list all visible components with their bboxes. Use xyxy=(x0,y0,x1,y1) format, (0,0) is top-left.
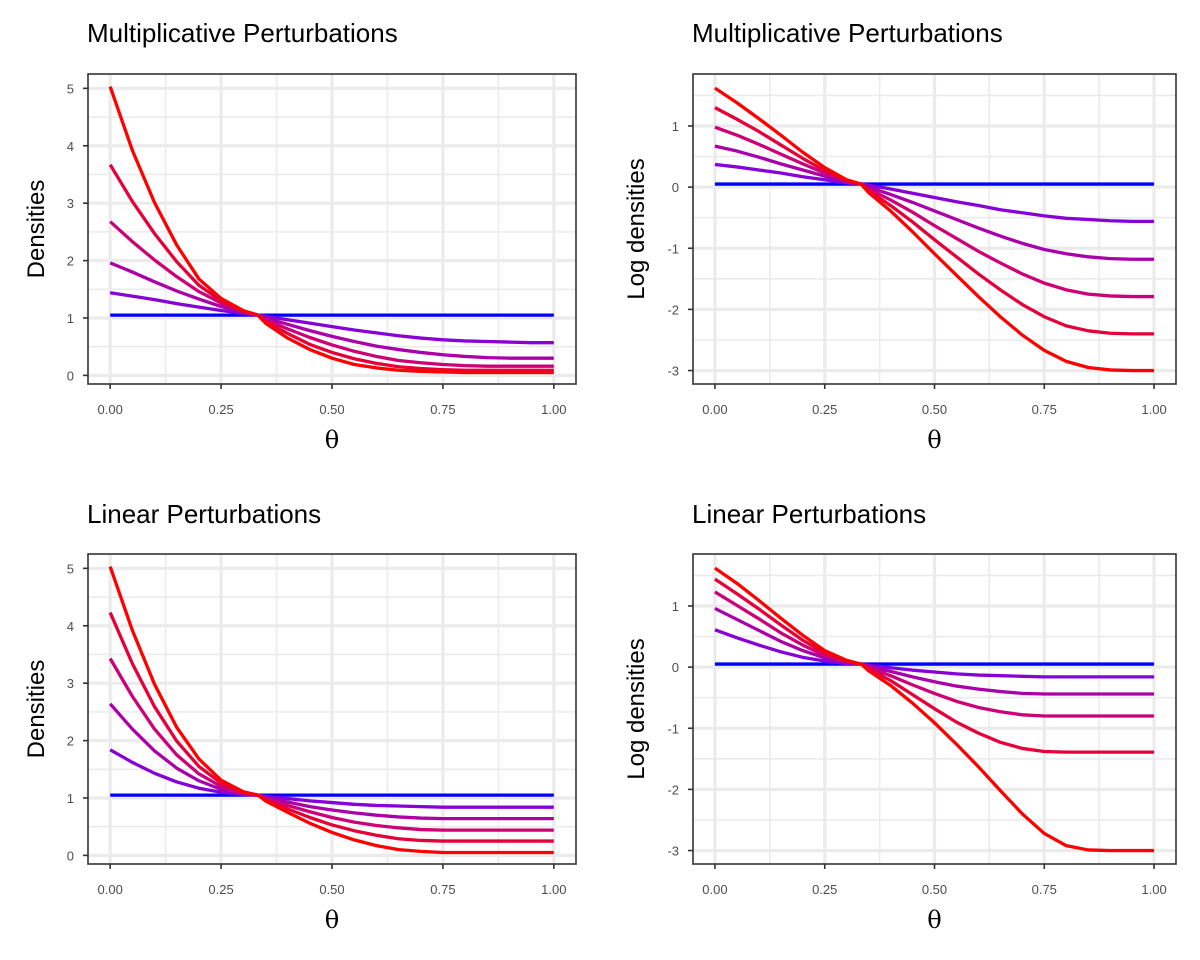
y-tick-label: -1 xyxy=(667,241,679,256)
x-tick-label: 0.75 xyxy=(430,882,455,897)
y-tick-label: 5 xyxy=(67,561,74,576)
y-tick-label: 4 xyxy=(67,139,74,154)
series-line-level-4 xyxy=(108,163,554,372)
series-line-level-2 xyxy=(714,144,1155,261)
x-axis-label: θ xyxy=(325,426,339,454)
x-tick-label: 0.50 xyxy=(319,402,344,417)
series-line-level-1 xyxy=(714,162,1155,224)
series-line-level-4 xyxy=(714,106,1155,336)
series-line-level-4 xyxy=(108,611,554,843)
x-tick-label: 1.00 xyxy=(1141,882,1166,897)
y-tick-label: -1 xyxy=(667,721,679,736)
y-tick-label: 1 xyxy=(672,119,679,134)
series-line-level-3 xyxy=(714,590,1155,718)
y-tick-label: 1 xyxy=(67,311,74,326)
y-tick-label: 1 xyxy=(672,599,679,614)
panel-top-right: 0.00 0.25 0.50 0.75 1.00 -3 -2 -1 0 1 Multiplicati… xyxy=(623,18,1177,454)
y-axis-label: Densities xyxy=(23,180,50,279)
panel-title: Multiplicative Perturbations xyxy=(692,18,1003,48)
x-tick-label: 0.00 xyxy=(98,402,123,417)
x-axis-label: θ xyxy=(927,426,941,454)
y-tick-label: 0 xyxy=(67,368,74,383)
series-line-level-4 xyxy=(714,577,1155,754)
series-line-level-3 xyxy=(714,125,1155,299)
y-tick-label: -2 xyxy=(667,782,679,797)
x-axis-label: θ xyxy=(325,906,339,934)
series-line-level-5 xyxy=(714,86,1155,373)
panel-title: Linear Perturbations xyxy=(87,499,321,529)
x-tick-label: 0.25 xyxy=(812,402,837,417)
y-tick-label: 5 xyxy=(67,81,74,96)
panel-bottom-left: 0.00 0.25 0.50 0.75 1.00 0 1 2 3 4 5 Linear Perturb… xyxy=(23,499,577,934)
y-tick-label: -3 xyxy=(667,364,679,379)
series-line-level-2 xyxy=(714,606,1155,696)
y-tick-label: 0 xyxy=(67,848,74,863)
y-tick-label: -3 xyxy=(667,844,679,859)
y-tick-label: 2 xyxy=(67,734,74,749)
series-line-level-1 xyxy=(109,291,554,345)
x-tick-label: 0.00 xyxy=(98,882,123,897)
y-tick-label: -2 xyxy=(667,302,679,317)
x-tick-label: 0.25 xyxy=(208,882,233,897)
y-axis-label: Densities xyxy=(23,660,50,759)
x-tick-label: 0.50 xyxy=(319,882,344,897)
series-line-level-3 xyxy=(109,220,554,368)
series-line-level-5 xyxy=(108,86,554,375)
x-tick-label: 0.50 xyxy=(922,882,947,897)
series-line-level-5 xyxy=(108,566,554,855)
series-line-level-3 xyxy=(108,657,554,832)
y-tick-label: 4 xyxy=(67,619,74,634)
y-tick-label: 2 xyxy=(67,254,74,269)
y-tick-label: 1 xyxy=(67,791,74,806)
series-line-level-1 xyxy=(714,628,1155,679)
y-axis-label: Log densities xyxy=(623,158,650,299)
y-tick-label: 3 xyxy=(67,676,74,691)
series-line-level-1 xyxy=(109,748,554,809)
panel-bottom-right: 0.00 0.25 0.50 0.75 1.00 -3 -2 -1 0 1 Linear Pertu… xyxy=(623,499,1177,934)
panel-title: Linear Perturbations xyxy=(692,499,926,529)
x-tick-label: 1.00 xyxy=(541,402,566,417)
x-tick-label: 0.25 xyxy=(208,402,233,417)
series-line-level-2 xyxy=(108,702,554,821)
x-axis-label: θ xyxy=(927,906,941,934)
y-tick-label: 3 xyxy=(67,196,74,211)
panel-title: Multiplicative Perturbations xyxy=(87,18,398,48)
x-tick-label: 0.75 xyxy=(1032,882,1057,897)
x-tick-label: 0.00 xyxy=(702,882,727,897)
x-tick-label: 0.25 xyxy=(812,882,837,897)
y-axis-label: Log densities xyxy=(623,638,650,779)
x-tick-label: 0.00 xyxy=(702,402,727,417)
y-tick-label: 0 xyxy=(672,180,679,195)
x-tick-label: 0.75 xyxy=(1032,402,1057,417)
panel-top-left: 0.00 0.25 0.50 0.75 1.00 0 1 2 3 4 5 Multiplicative… xyxy=(23,18,577,454)
x-tick-label: 1.00 xyxy=(541,882,566,897)
x-tick-label: 1.00 xyxy=(1141,402,1166,417)
x-tick-label: 0.50 xyxy=(922,402,947,417)
y-tick-label: 0 xyxy=(672,660,679,675)
series-line-level-5 xyxy=(714,566,1155,853)
x-tick-label: 0.75 xyxy=(430,402,455,417)
series-line-level-2 xyxy=(109,261,554,360)
